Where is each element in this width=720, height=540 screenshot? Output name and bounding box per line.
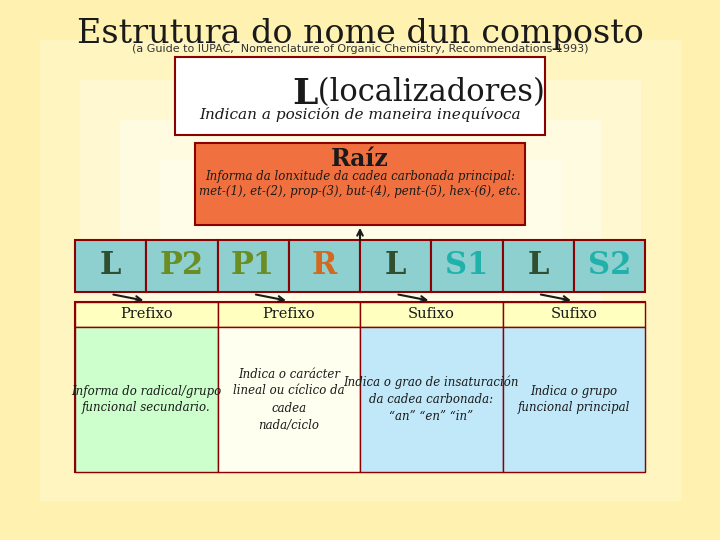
Bar [360, 327, 503, 472]
Bar [503, 327, 645, 472]
Text: Indica o carácter
lineal ou cíclico da
cadea
nada/ciclo: Indica o carácter lineal ou cíclico da c… [233, 368, 345, 431]
Text: Indican a posición de maneira inequívoca: Indican a posición de maneira inequívoca [199, 107, 521, 122]
Text: Sufixo: Sufixo [408, 307, 455, 321]
Bar [80, 80, 640, 460]
Bar [120, 120, 600, 420]
Bar [503, 302, 645, 327]
Bar [195, 143, 525, 225]
Text: P1: P1 [231, 251, 275, 281]
Bar [146, 240, 217, 292]
Bar [75, 302, 217, 327]
Bar [75, 302, 645, 472]
Text: Raíz: Raíz [331, 147, 389, 171]
Bar [217, 240, 289, 292]
Bar [289, 240, 360, 292]
Text: Indica o grupo
funcional principal: Indica o grupo funcional principal [518, 384, 630, 415]
Bar [574, 240, 645, 292]
Text: Informa da lonxitude da cadea carbonada principal:: Informa da lonxitude da cadea carbonada … [205, 170, 515, 183]
Text: Sufixo: Sufixo [550, 307, 597, 321]
Text: met-(1), et-(2), prop-(3), but-(4), pent-(5), hex-(6), etc.: met-(1), et-(2), prop-(3), but-(4), pent… [199, 185, 521, 198]
Bar [175, 57, 545, 135]
Bar [217, 302, 360, 327]
Text: (a Guide to IUPAC,  Nomenclature of Organic Chemistry, Recommendations 1993): (a Guide to IUPAC, Nomenclature of Organ… [132, 44, 588, 54]
Bar [75, 327, 217, 472]
Text: Prefixo: Prefixo [262, 307, 315, 321]
Text: L: L [528, 251, 549, 281]
Text: (localizadores): (localizadores) [308, 77, 545, 108]
Bar [40, 40, 680, 500]
Bar [217, 327, 360, 472]
Text: Estrutura do nome dun composto: Estrutura do nome dun composto [76, 18, 644, 50]
Bar [160, 160, 560, 380]
Text: S1: S1 [445, 251, 488, 281]
Text: S2: S2 [588, 251, 631, 281]
Text: Informa do radical/grupo
funcional secundario.: Informa do radical/grupo funcional secun… [71, 384, 221, 415]
Text: P2: P2 [160, 251, 204, 281]
Text: R: R [312, 251, 337, 281]
Bar [360, 302, 503, 327]
Text: L: L [385, 251, 406, 281]
Bar [360, 240, 431, 292]
Text: L: L [100, 251, 121, 281]
Text: L: L [292, 77, 318, 111]
Bar [75, 240, 146, 292]
Text: Indica o grao de insaturación
da cadea carbonada:
“an” “en” “in”: Indica o grao de insaturación da cadea c… [343, 376, 519, 423]
Text: Prefixo: Prefixo [120, 307, 173, 321]
Bar [503, 240, 574, 292]
Bar [431, 240, 503, 292]
